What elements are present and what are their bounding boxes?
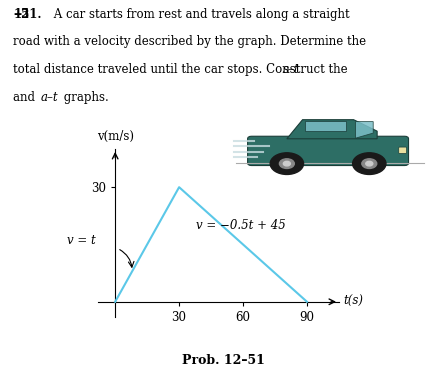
FancyBboxPatch shape	[399, 147, 407, 154]
Text: ‒51.: ‒51.	[13, 8, 42, 21]
Text: v(m/s): v(m/s)	[97, 130, 134, 143]
Text: A car starts from rest and travels along a straight: A car starts from rest and travels along…	[50, 8, 350, 21]
Circle shape	[279, 159, 294, 168]
Text: v = t: v = t	[67, 234, 96, 247]
Polygon shape	[287, 120, 377, 139]
Circle shape	[270, 153, 304, 175]
Circle shape	[283, 161, 290, 166]
Text: s–t: s–t	[282, 63, 299, 76]
Polygon shape	[305, 121, 346, 131]
Circle shape	[366, 161, 373, 166]
Text: graphs.: graphs.	[60, 91, 108, 104]
Text: v = −0.5t + 45: v = −0.5t + 45	[196, 219, 286, 232]
Polygon shape	[355, 121, 373, 138]
Text: Prob. 12–51: Prob. 12–51	[182, 354, 264, 367]
Text: t(s): t(s)	[343, 295, 363, 308]
Text: and: and	[13, 91, 39, 104]
Circle shape	[353, 153, 386, 175]
Text: road with a velocity described by the graph. Determine the: road with a velocity described by the gr…	[13, 36, 367, 49]
Text: total distance traveled until the car stops. Construct the: total distance traveled until the car st…	[13, 63, 352, 76]
Text: a–t: a–t	[40, 91, 58, 104]
Text: 12: 12	[13, 8, 30, 21]
Circle shape	[362, 159, 377, 168]
FancyBboxPatch shape	[248, 136, 409, 165]
